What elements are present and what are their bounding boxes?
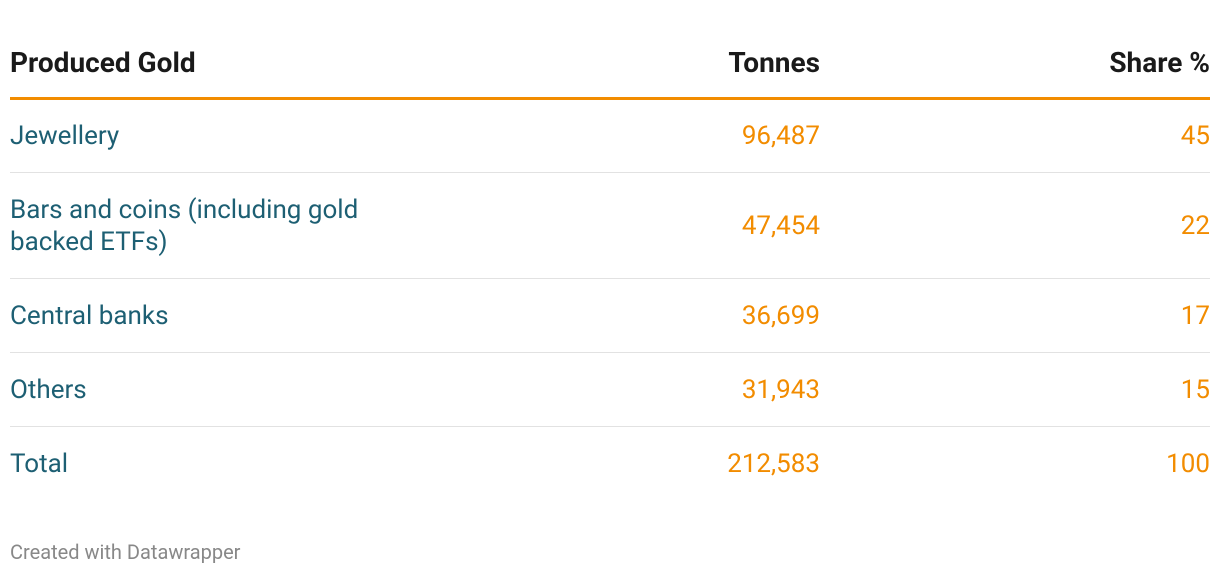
cell-value: 15 xyxy=(820,352,1210,427)
row-label-text: Total xyxy=(10,448,69,479)
header-row: Produced Gold Tonnes Share % xyxy=(10,28,1210,100)
cell-value: 17 xyxy=(820,278,1210,353)
row-label: Central banks xyxy=(10,278,420,353)
cell-value: 45 xyxy=(820,98,1210,173)
header-cell: Tonnes xyxy=(420,28,820,100)
cell-value: 96,487 xyxy=(420,98,820,173)
row-label-text: Jewellery xyxy=(10,121,120,151)
table-row: Jewellery 96,487 45 xyxy=(10,98,1210,173)
cell-value: 31,943 xyxy=(420,352,820,427)
data-table: Produced Gold Tonnes Share % Jewellery 96… xyxy=(10,28,1210,501)
table-row: Bars and coins (including gold backed ET… xyxy=(10,172,1210,279)
cell-value: 22 xyxy=(820,172,1210,279)
row-label: Jewellery xyxy=(10,98,420,173)
row-label-text: Central banks xyxy=(10,300,169,331)
cell-value: 100 xyxy=(1166,448,1210,479)
table-row: Others 31,943 15 xyxy=(10,352,1210,427)
header-cell: Produced Gold xyxy=(10,28,420,100)
header-cell: Share % xyxy=(820,28,1210,100)
table-row: Central banks 36,699 17 xyxy=(10,278,1210,353)
row-label: Others xyxy=(10,352,420,427)
row-label: Bars and coins (including gold backed ET… xyxy=(10,172,420,279)
footer: Created with Datawrapper xyxy=(10,540,241,564)
cell-value: 36,699 xyxy=(420,278,820,353)
row-label: Total xyxy=(10,427,420,501)
row-label-text: Others xyxy=(10,374,87,405)
row-label-text: Bars and coins (including gold backed ET… xyxy=(10,194,359,257)
cell-value: 47,454 xyxy=(420,172,820,279)
cell-value: 212,583 xyxy=(727,448,820,479)
table-row: Total 212,583 100 xyxy=(10,427,1210,501)
